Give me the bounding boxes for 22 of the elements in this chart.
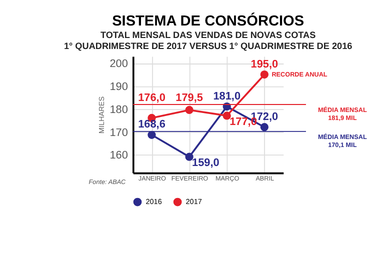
data-label: 159,0 [192, 156, 220, 169]
point [185, 106, 194, 114]
y-tick-label: 160 [110, 150, 128, 162]
y-tick-label: 200 [110, 58, 128, 70]
point [260, 70, 268, 79]
point [222, 112, 231, 120]
chart-subtitle: TOTAL MENSAL DAS VENDAS DE NOVAS COTAS 1° QUADRIMESTRE DE 2017 VERSUS 1° QUADRIMESTRE DE 2016 [64, 30, 352, 51]
legend-label: 2017 [186, 196, 202, 206]
y-tick-label: 180 [110, 104, 128, 116]
point [260, 123, 268, 132]
data-label: 168,6 [138, 118, 166, 131]
y-tick-label: 190 [110, 81, 128, 94]
legend-label: 2016 [146, 196, 162, 206]
point [148, 130, 156, 139]
y-tick-label: 170 [110, 126, 128, 139]
data-label: 176,0 [138, 92, 166, 104]
data-label: 179,5 [176, 92, 203, 104]
chart-title: SISTEMA DE CONSÓRCIOS [112, 12, 304, 30]
data-label: 181,0 [213, 90, 241, 102]
point [185, 152, 194, 161]
data-label: 195,0 [250, 58, 278, 70]
y-axis-title: MILHARES [97, 96, 106, 134]
